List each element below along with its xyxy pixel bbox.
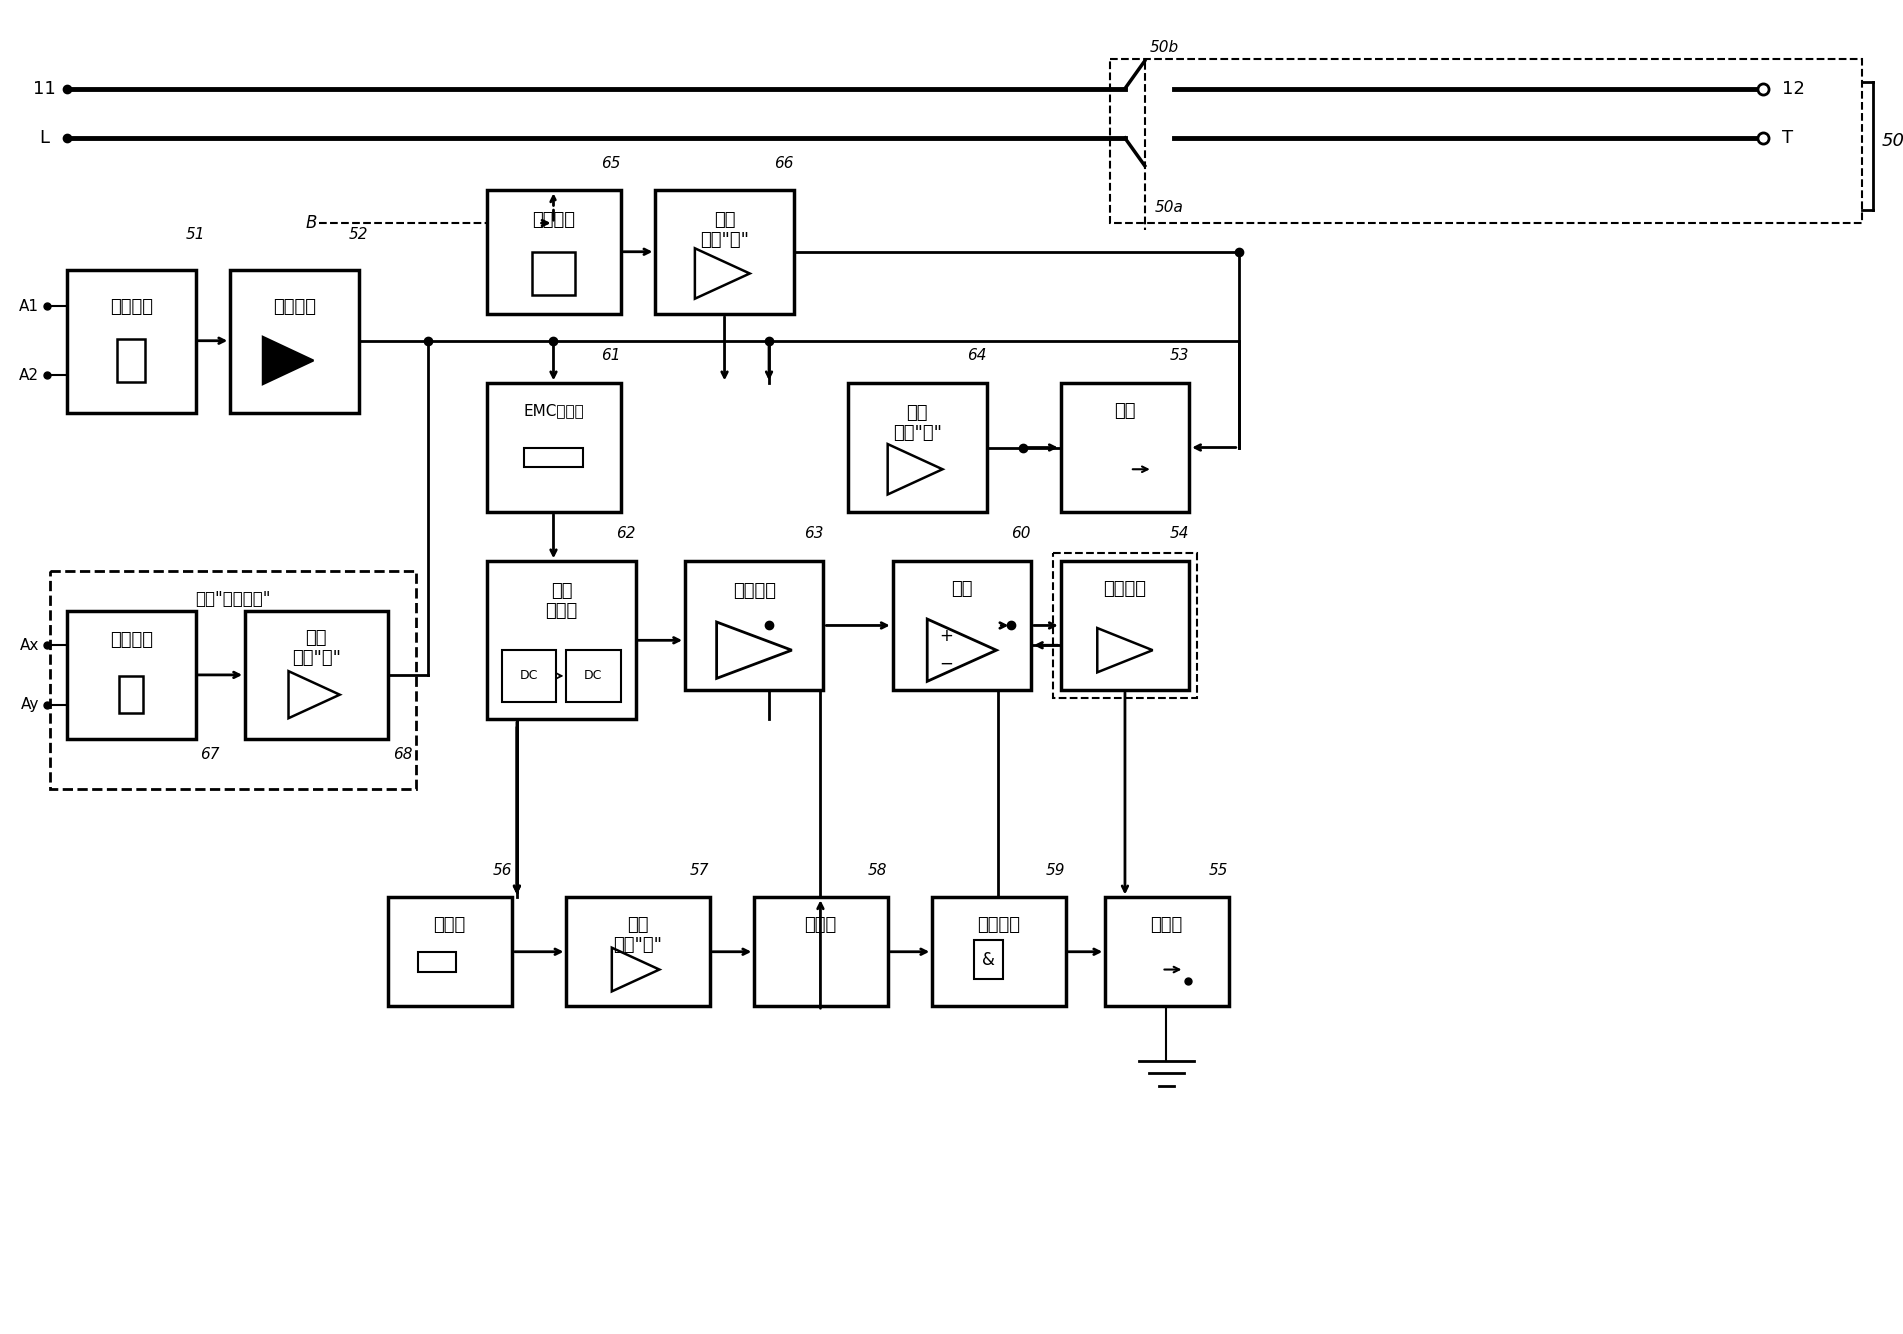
Text: 降压: 降压 [550, 582, 573, 600]
Text: 55: 55 [1208, 863, 1229, 878]
Text: 驱动器: 驱动器 [1149, 916, 1182, 934]
Text: 64: 64 [967, 348, 986, 363]
Text: 电平"开": 电平"开" [613, 936, 662, 954]
Text: 63: 63 [803, 527, 824, 542]
Text: 66: 66 [775, 156, 794, 171]
Text: 58: 58 [868, 863, 887, 878]
Text: A1: A1 [19, 299, 40, 313]
Text: 60: 60 [1010, 527, 1031, 542]
Bar [932, 898, 1066, 1006]
Text: 联动装置: 联动装置 [976, 916, 1020, 934]
Bar [419, 951, 455, 971]
Bar [655, 191, 794, 313]
Text: 电平"关": 电平"关" [893, 424, 942, 442]
Text: 65: 65 [601, 156, 620, 171]
Text: 调节: 调节 [952, 580, 972, 598]
Text: 68: 68 [394, 747, 413, 762]
Text: T: T [1783, 129, 1795, 147]
Text: 59: 59 [1047, 863, 1066, 878]
Bar [893, 562, 1031, 690]
Text: &: & [982, 951, 995, 968]
Text: DC: DC [520, 670, 539, 683]
Text: EMC滤波器: EMC滤波器 [523, 403, 584, 419]
Text: −: − [940, 655, 953, 674]
Bar [567, 898, 710, 1006]
Text: 触发: 触发 [714, 211, 735, 229]
Bar [245, 611, 388, 739]
Bar [67, 611, 196, 739]
Text: 磁驱动器: 磁驱动器 [1104, 580, 1146, 598]
Text: 触发: 触发 [906, 404, 929, 422]
Bar [502, 650, 556, 702]
Text: 断电: 断电 [1115, 402, 1136, 420]
Text: 56: 56 [493, 863, 512, 878]
Text: 67: 67 [200, 747, 221, 762]
Text: 触发: 触发 [306, 630, 327, 647]
Bar [974, 940, 1003, 979]
Bar [685, 562, 824, 690]
Text: A2: A2 [19, 368, 40, 383]
Text: Ax: Ax [21, 638, 40, 652]
Text: 54: 54 [1170, 527, 1189, 542]
Bar [1109, 59, 1861, 223]
Text: 50b: 50b [1149, 40, 1178, 55]
Bar [388, 898, 512, 1006]
Text: 滤波器: 滤波器 [434, 916, 466, 934]
Bar [487, 383, 620, 512]
Text: 57: 57 [691, 863, 710, 878]
Bar [1052, 554, 1197, 698]
Text: 53: 53 [1170, 348, 1189, 363]
Text: 转换器: 转换器 [546, 602, 577, 620]
Text: DC: DC [584, 670, 601, 683]
Text: L: L [40, 129, 49, 147]
Text: 电流感测: 电流感测 [533, 211, 575, 229]
Bar [523, 447, 582, 467]
Text: 浪涌保护: 浪涌保护 [110, 631, 152, 650]
Bar [849, 383, 986, 512]
Bar [1106, 898, 1229, 1006]
Text: 51: 51 [186, 227, 206, 241]
Text: 50a: 50a [1155, 200, 1184, 215]
Text: 12: 12 [1783, 80, 1806, 97]
Text: B: B [306, 213, 318, 232]
Bar [49, 571, 417, 788]
Text: 定时器: 定时器 [805, 916, 837, 934]
Text: +: + [940, 627, 953, 646]
Bar [1060, 562, 1189, 690]
Bar [120, 676, 143, 714]
Text: 输入"紧急关闭": 输入"紧急关闭" [196, 590, 270, 608]
Bar [754, 898, 887, 1006]
Text: 触发: 触发 [626, 916, 649, 934]
Bar [487, 191, 620, 313]
Text: 61: 61 [601, 348, 620, 363]
Bar [487, 562, 636, 719]
Bar [567, 650, 620, 702]
Text: 11: 11 [32, 80, 55, 97]
Bar [67, 269, 196, 414]
Text: Ay: Ay [21, 698, 40, 712]
Text: 50: 50 [1882, 132, 1903, 149]
Text: 52: 52 [348, 227, 369, 241]
Bar [118, 339, 145, 383]
Polygon shape [263, 336, 314, 384]
Bar [230, 269, 358, 414]
Bar [531, 252, 575, 295]
Text: 脱离耦合: 脱离耦合 [733, 582, 776, 600]
Text: 62: 62 [617, 527, 636, 542]
Bar [1060, 383, 1189, 512]
Text: 极性保护: 极性保护 [272, 297, 316, 316]
Text: 电平"关": 电平"关" [291, 650, 341, 667]
Text: 浪涌保护: 浪涌保护 [110, 297, 152, 316]
Text: 电平"关": 电平"关" [700, 231, 750, 249]
